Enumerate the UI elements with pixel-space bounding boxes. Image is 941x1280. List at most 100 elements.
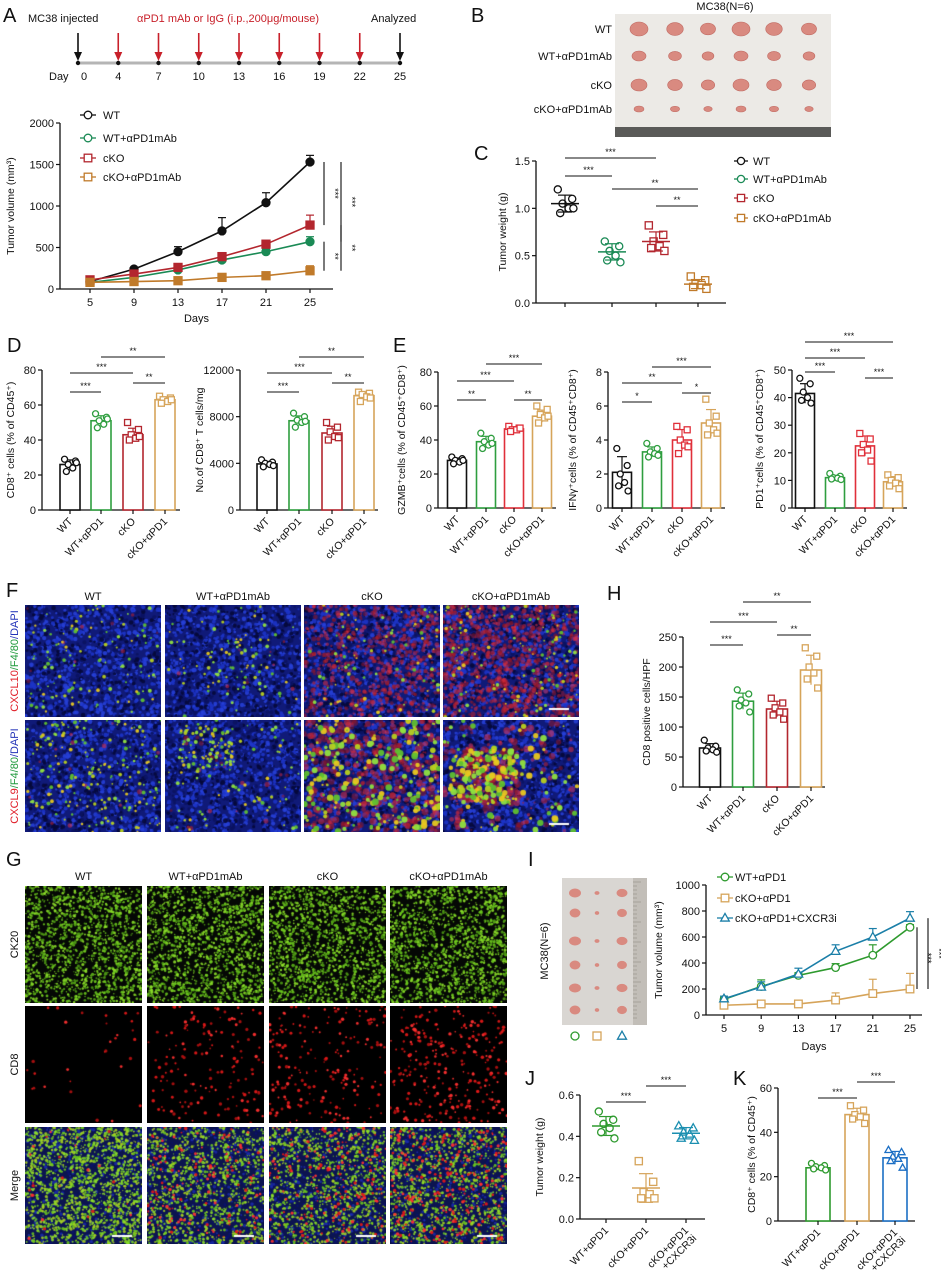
data-point xyxy=(805,663,813,671)
tumor-sample xyxy=(700,79,716,91)
data-point xyxy=(893,1153,903,1162)
row-label-stain: CXCL9/F4/80/DAPI xyxy=(9,728,21,823)
data-point xyxy=(857,449,866,457)
data-point xyxy=(807,399,815,407)
x-tick-label: 9 xyxy=(131,297,137,309)
data-point xyxy=(614,482,623,490)
legend-marker xyxy=(736,193,746,203)
data-point xyxy=(611,251,620,260)
significance-bracket: * xyxy=(622,391,652,403)
bar xyxy=(844,1113,870,1222)
y-tick-label: 12000 xyxy=(203,365,234,377)
data-point xyxy=(125,436,134,444)
data-point xyxy=(555,208,565,218)
data-point xyxy=(905,922,915,932)
arrow-down-icon xyxy=(355,52,364,61)
significance-label: ** xyxy=(344,372,352,382)
data-point xyxy=(674,449,683,458)
tumor-sample xyxy=(594,1008,600,1012)
data-point xyxy=(506,427,515,436)
y-tick-label: 250 xyxy=(659,632,677,644)
y-axis-label: Tumor volume (mm³) xyxy=(5,157,17,255)
legend-marker xyxy=(736,213,746,223)
data-point xyxy=(863,446,872,454)
data-point xyxy=(684,443,692,451)
legend-label: WT+αPD1mAb xyxy=(103,133,177,145)
data-point xyxy=(868,989,878,998)
data-point xyxy=(702,747,710,755)
data-point xyxy=(683,426,691,434)
micrograph-g-ck20-wt xyxy=(25,886,142,1003)
legend-label: cKO+αPD1 xyxy=(735,893,791,905)
x-tick-label: WT xyxy=(252,515,272,535)
data-point xyxy=(837,475,845,484)
significance-label: *** xyxy=(480,370,491,380)
y-tick-label: 200 xyxy=(682,984,700,996)
x-axis-label: Days xyxy=(801,1041,827,1053)
tumor-sample xyxy=(617,1005,627,1015)
x-tick-label: 21 xyxy=(260,297,272,309)
y-axis-label: Tumor weight (g) xyxy=(534,1118,546,1197)
significance-label: ** xyxy=(673,195,681,205)
data-point xyxy=(134,425,143,434)
significance-bracket: *** xyxy=(565,165,612,177)
significance-label: *** xyxy=(294,362,305,372)
tumor-photo-b: MC38(N=6) WT WT+αPD1mAb cKO cKO+αPD1mAb xyxy=(534,1,831,137)
x-tick-label: 21 xyxy=(867,1023,879,1035)
column-header: WT+αPD1mAb xyxy=(169,871,243,883)
photo-background xyxy=(562,878,647,1025)
significance-line: ** xyxy=(323,241,340,271)
panel-label-a: A xyxy=(3,5,17,27)
panel-label-i: I xyxy=(528,849,534,871)
data-point xyxy=(569,204,578,213)
photo-row-label: cKO xyxy=(591,80,613,92)
bar xyxy=(353,394,375,511)
micrograph-g-merge-cko xyxy=(269,1127,386,1244)
y-axis-label: CD8⁺ cells (% of CD45⁺) xyxy=(746,1096,758,1213)
data-point xyxy=(883,1144,894,1154)
data-point xyxy=(269,462,278,470)
data-point xyxy=(91,410,100,418)
x-tick-label: 5 xyxy=(721,1023,727,1035)
y-tick-label: 1000 xyxy=(676,880,700,892)
data-point xyxy=(673,422,681,431)
y-tick-label: 0 xyxy=(30,505,36,517)
data-point xyxy=(100,420,108,428)
treatment-timeline: MC38 injected αPD1 mAb or IgG (i.p.,200μg… xyxy=(28,13,416,83)
square-icon xyxy=(592,1031,602,1041)
series-line xyxy=(723,917,911,1000)
legend-label: WT+αPD1 xyxy=(735,872,786,884)
data-point xyxy=(767,694,775,702)
data-point xyxy=(334,434,343,442)
bar xyxy=(446,459,468,509)
significance-label: ** xyxy=(145,372,153,382)
y-tick-label: 4000 xyxy=(210,458,234,470)
x-tick-label: cKO xyxy=(847,514,870,537)
panel-label-h: H xyxy=(607,583,621,605)
data-point xyxy=(614,241,624,251)
y-axis-label: Tumor weight (g) xyxy=(497,193,509,272)
significance-bracket: *** xyxy=(652,356,711,368)
bar xyxy=(256,463,278,511)
y-tick-label: 30 xyxy=(774,420,786,432)
significance-label: ** xyxy=(347,244,357,252)
series-line xyxy=(89,240,311,284)
legend-marker xyxy=(720,893,730,903)
tumor-sample xyxy=(765,22,783,36)
photo-row-label: cKO+αPD1mAb xyxy=(534,104,612,116)
micrograph-f-cxcl9-wt xyxy=(25,720,161,832)
significance-label: *** xyxy=(874,367,885,377)
stain-1: /F4/80 xyxy=(9,639,21,670)
arrow-down-icon xyxy=(396,52,404,61)
data-point xyxy=(477,429,485,437)
legend-label: cKO+αPD1mAb xyxy=(753,213,831,225)
data-point xyxy=(831,995,841,1005)
significance-bracket: ** xyxy=(656,195,698,207)
significance-label: *** xyxy=(621,1091,632,1101)
data-point xyxy=(848,1115,857,1123)
significance-bracket: ** xyxy=(332,372,364,384)
data-point xyxy=(780,715,788,723)
tumor-sample xyxy=(670,105,680,113)
